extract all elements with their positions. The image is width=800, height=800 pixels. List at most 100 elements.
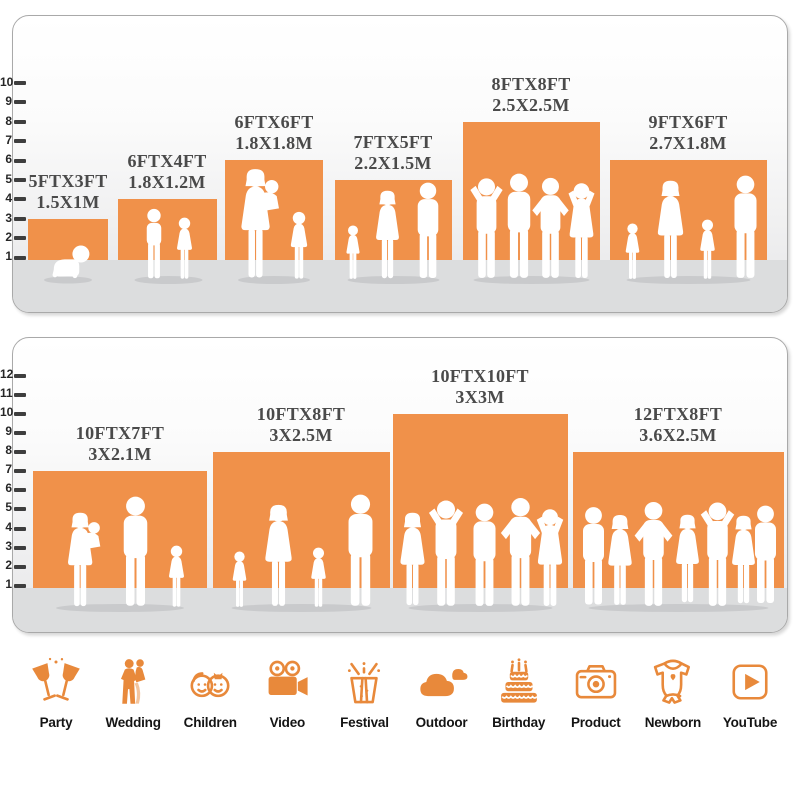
category-label: YouTube (722, 715, 778, 730)
category-newborn: Newborn (635, 656, 711, 730)
backdrop-bar-5x3 (28, 219, 108, 284)
axis-tick-mark (14, 393, 26, 397)
children-faces-icon (190, 672, 230, 698)
axis-tick-mark (14, 488, 26, 492)
size-m: 2.2X1.5M (354, 153, 432, 173)
axis-tick-mark (14, 507, 26, 511)
bar-label: 7FTX5FT 2.2X1.5M (313, 132, 473, 174)
size-m: 3X2.5M (269, 425, 333, 445)
axis-tick-mark (14, 374, 26, 378)
axis-tick-label: 10 (0, 75, 14, 89)
axis-tick-label: 7 (5, 462, 12, 476)
axis-tick-mark (14, 450, 26, 454)
axis-tick-mark (14, 197, 26, 201)
silhouette-family-of-four (625, 175, 757, 284)
size-ft: 10FTX10FT (431, 366, 529, 386)
backdrop-bar-12x8 (573, 452, 784, 612)
axis-tick-label: 12 (0, 367, 14, 381)
category-label: Wedding (105, 715, 161, 730)
axis-tick-label: 8 (5, 114, 12, 128)
axis-tick-label: 4 (5, 520, 12, 534)
axis-tick-label: 7 (5, 133, 12, 147)
axis-tick-label: 5 (5, 172, 12, 186)
axis-tick-mark (14, 236, 26, 240)
axis-tick-label: 8 (5, 443, 12, 457)
bar-label: 8FTX8FT 2.5X2.5M (451, 74, 611, 116)
axis-tick-label: 1 (5, 577, 12, 591)
axis-tick-mark (14, 584, 26, 588)
axis-tick-label: 4 (5, 191, 12, 205)
festival-gift-icon (348, 662, 381, 704)
bar-label: 9FTX6FT 2.7X1.8M (608, 112, 768, 154)
silhouette-family-holding-hands (231, 494, 372, 612)
size-m: 1.8X1.2M (128, 172, 206, 192)
bar-label: 6FTX6FT 1.8X1.8M (194, 112, 354, 154)
category-video: Video (249, 656, 325, 730)
backdrop-bar-10x8 (213, 452, 390, 612)
axis-tick-label: 9 (5, 424, 12, 438)
bar-label: 6FTX4FT 1.8X1.2M (87, 151, 247, 193)
party-glasses-icon (32, 657, 80, 701)
axis-tick-label: 9 (5, 94, 12, 108)
silhouette-mother-and-kids (238, 169, 310, 284)
category-label: Children (183, 715, 237, 730)
backdrop-bar-7x5 (335, 180, 452, 284)
category-label: Outdoor (415, 715, 468, 730)
outdoor-cloud-icon (419, 669, 468, 697)
backdrop-bar-8x8 (463, 122, 600, 284)
category-party: Party (18, 656, 94, 730)
axis-tick-label: 11 (0, 386, 13, 400)
category-label: Video (269, 715, 306, 730)
category-birthday: Birthday (481, 656, 557, 730)
size-ft: 7FTX5FT (353, 132, 433, 152)
wedding-couple-icon (121, 659, 146, 704)
video-camera-icon (268, 660, 308, 696)
category-youtube: YouTube (712, 656, 788, 730)
size-m: 1.8X1.8M (235, 133, 313, 153)
size-m: 3X2.1M (88, 444, 152, 464)
category-label: Newborn (644, 715, 702, 730)
size-ft: 6FTX6FT (234, 112, 314, 132)
category-product: Product (558, 656, 634, 730)
silhouette-crawling-baby (44, 245, 92, 284)
size-ft: 10FTX7FT (75, 423, 165, 443)
axis-tick-mark (14, 565, 26, 569)
axis-tick-mark (14, 469, 26, 473)
silhouette-posing-crowd (399, 498, 563, 612)
category-row: Party Wedding (18, 656, 788, 730)
axis-tick-label: 6 (5, 152, 12, 166)
silhouette-family-of-three (345, 182, 439, 284)
axis-tick-label: 3 (5, 211, 12, 225)
axis-tick-label: 2 (5, 558, 12, 572)
axis-tick-mark (14, 256, 26, 260)
silhouette-large-crowd (582, 501, 776, 612)
category-label: Birthday (492, 715, 546, 730)
axis-tick-label: 5 (5, 500, 12, 514)
category-label: Party (39, 715, 73, 730)
bar-label: 12FTX8FT 3.6X2.5M (598, 404, 758, 446)
axis-tick-label: 10 (0, 405, 14, 419)
backdrop-bar-10x7 (33, 471, 207, 612)
size-ft: 9FTX6FT (648, 112, 728, 132)
category-outdoor: Outdoor (404, 656, 480, 730)
youtube-play-icon (732, 664, 768, 700)
axis-tick-mark (14, 527, 26, 531)
category-label: Festival (340, 715, 389, 730)
size-m: 3X3M (455, 387, 505, 407)
newborn-onesie-icon (653, 659, 690, 704)
axis-tick-mark (14, 431, 26, 435)
silhouette-family-group (56, 496, 184, 612)
size-m: 3.6X2.5M (639, 425, 717, 445)
axis-tick-mark (14, 178, 26, 182)
axis-tick-label: 1 (5, 249, 12, 263)
axis-tick-mark (14, 159, 26, 163)
axis-tick-label: 2 (5, 230, 12, 244)
axis-tick-label: 6 (5, 481, 12, 495)
size-ft: 12FTX8FT (633, 404, 723, 424)
floor-band (13, 260, 787, 312)
axis-tick-mark (14, 100, 26, 104)
axis-tick-label: 3 (5, 539, 12, 553)
axis-tick-mark (14, 412, 26, 416)
axis-tick-mark (14, 81, 26, 85)
size-m: 2.5X2.5M (492, 95, 570, 115)
